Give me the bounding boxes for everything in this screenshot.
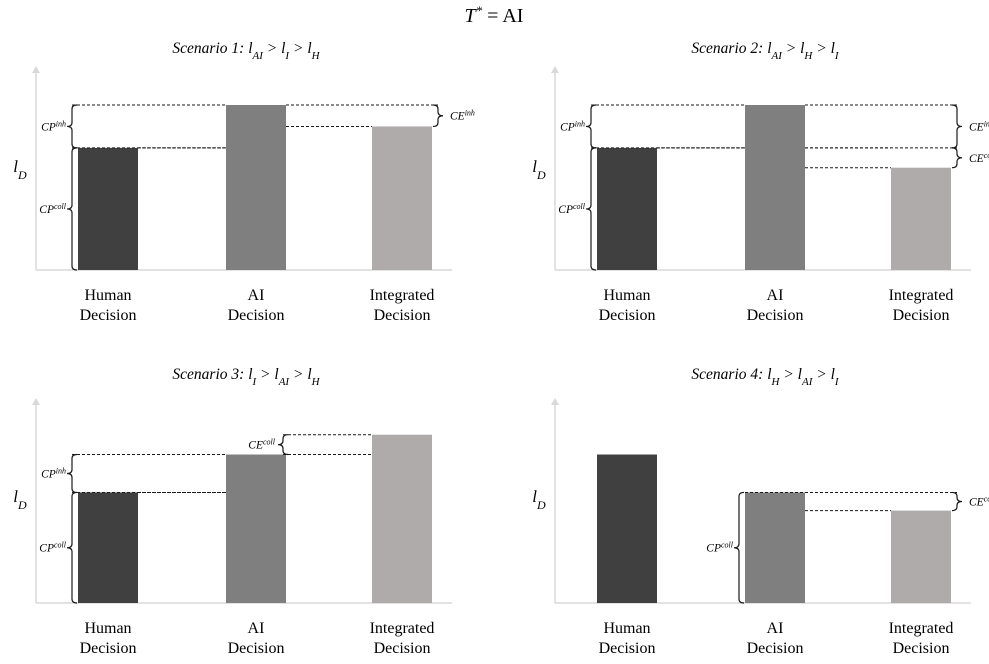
annotation-label: CEcoll xyxy=(248,437,275,452)
annotation-label: CPinh xyxy=(560,119,585,134)
chart-title: Scenario 2: lAI > lH > lI xyxy=(691,40,839,62)
category-label: Decision xyxy=(80,640,137,657)
annotation-label: CPinh xyxy=(41,466,66,481)
y-axis-arrow-icon xyxy=(32,398,40,405)
category-label: Decision xyxy=(228,640,285,657)
brace-icon xyxy=(951,104,963,149)
chart-title: Scenario 1: lAI > lI > lH xyxy=(172,40,320,62)
category-label: Decision xyxy=(228,307,285,324)
chart-panel-2: Scenario 2: lAI > lH > lI lD Human Decision… xyxy=(532,40,989,324)
category-label: Decision xyxy=(893,640,950,657)
bar-human-decision xyxy=(78,147,138,270)
annotation-label: CPcoll xyxy=(558,201,585,216)
category-label: Decision xyxy=(599,640,656,657)
category-label: Human xyxy=(603,620,650,637)
bar-integrated-decision xyxy=(891,510,951,603)
annotation-label: CEcoll xyxy=(969,150,989,165)
annotation-label: CPcoll xyxy=(39,201,66,216)
brace-icon xyxy=(951,491,963,512)
category-label: Decision xyxy=(747,640,804,657)
category-label: Decision xyxy=(599,307,656,324)
y-axis-label: lD xyxy=(13,157,27,182)
figure-title: T* = AI xyxy=(465,3,524,28)
brace-icon xyxy=(277,434,289,456)
category-label: Decision xyxy=(893,307,950,324)
chart-panel-1: Scenario 1: lAI > lI > lH lD Human Decision… xyxy=(13,40,475,324)
category-label: Integrated xyxy=(370,620,435,637)
y-axis-arrow-icon xyxy=(551,66,559,73)
brace-icon xyxy=(951,147,963,169)
y-axis-label: lD xyxy=(13,487,27,512)
category-label: AI xyxy=(248,620,265,637)
bar-human-decision xyxy=(597,147,657,270)
annotation-label: CPinh xyxy=(41,119,66,134)
category-label: Decision xyxy=(374,307,431,324)
brace-icon xyxy=(585,147,597,271)
brace-icon xyxy=(66,453,78,494)
chart-title: Scenario 4: lH > lAI > lI xyxy=(691,366,839,388)
annotation-label: CPcoll xyxy=(706,540,733,555)
category-label: Integrated xyxy=(370,287,435,304)
category-label: AI xyxy=(248,287,265,304)
bar-ai-decision xyxy=(226,454,286,603)
category-label: Decision xyxy=(374,640,431,657)
charts-container: Scenario 1: lAI > lI > lH lD Human Decision… xyxy=(13,40,989,657)
brace-icon xyxy=(733,491,745,604)
y-axis-label: lD xyxy=(532,487,546,512)
category-label: AI xyxy=(767,287,784,304)
brace-icon xyxy=(66,491,78,604)
category-label: Decision xyxy=(80,307,137,324)
chart-title: Scenario 3: lI > lAI > lH xyxy=(172,366,320,388)
annotation-label: CEinh xyxy=(969,119,989,134)
y-axis-arrow-icon xyxy=(32,66,40,73)
bar-ai-decision xyxy=(226,105,286,270)
category-label: Integrated xyxy=(889,620,954,637)
bar-human-decision xyxy=(597,454,657,603)
annotation-label: CEinh xyxy=(450,108,475,123)
y-axis-label: lD xyxy=(532,157,546,182)
bar-integrated-decision xyxy=(372,434,432,603)
brace-icon xyxy=(66,104,78,149)
annotation-label: CEcoll xyxy=(969,494,989,509)
category-label: Human xyxy=(84,620,131,637)
category-label: Integrated xyxy=(889,287,954,304)
category-label: Human xyxy=(603,287,650,304)
bar-ai-decision xyxy=(745,492,805,603)
brace-icon xyxy=(585,104,597,149)
bar-integrated-decision xyxy=(372,126,432,270)
bar-integrated-decision xyxy=(891,167,951,270)
chart-panel-4: Scenario 4: lH > lAI > lI lD Human Decision… xyxy=(532,366,989,657)
annotation-label: CPcoll xyxy=(39,540,66,555)
category-label: Decision xyxy=(747,307,804,324)
bar-human-decision xyxy=(78,492,138,603)
brace-icon xyxy=(432,104,444,128)
category-label: AI xyxy=(767,620,784,637)
category-label: Human xyxy=(84,287,131,304)
bar-ai-decision xyxy=(745,105,805,270)
brace-icon xyxy=(66,147,78,271)
y-axis-arrow-icon xyxy=(551,398,559,405)
chart-panel-3: Scenario 3: lI > lAI > lH lD Human Decision… xyxy=(13,366,452,657)
